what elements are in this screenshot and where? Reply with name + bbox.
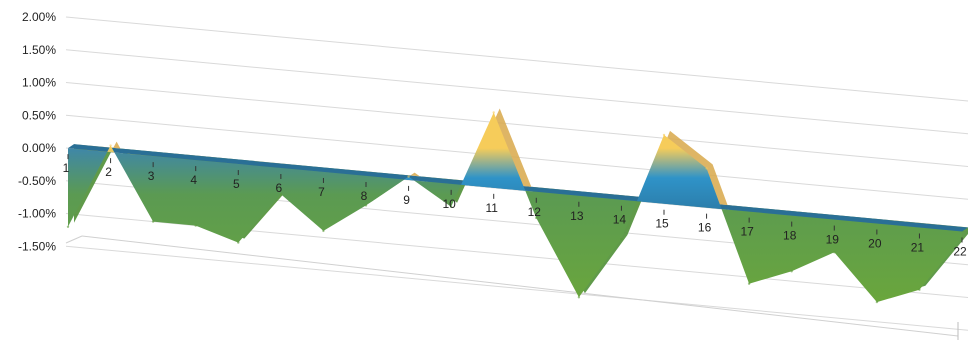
x-tick-label: 8 xyxy=(361,189,368,203)
data-point xyxy=(109,144,112,147)
x-tick-label: 14 xyxy=(613,213,627,227)
y-tick-label: 0.00% xyxy=(22,141,56,155)
data-point xyxy=(833,251,836,254)
data-point xyxy=(705,167,708,170)
y-tick-label: 2.00% xyxy=(22,10,56,24)
data-point xyxy=(662,133,666,137)
data-point xyxy=(407,175,410,178)
x-tick-label: 21 xyxy=(911,240,925,254)
y-tick-label: -1.50% xyxy=(18,239,56,253)
x-tick-label: 20 xyxy=(868,237,882,251)
x-tick-label: 5 xyxy=(233,177,240,191)
gridline xyxy=(65,49,968,135)
positive-area-depth xyxy=(74,108,968,228)
floor-left-edge xyxy=(65,235,83,244)
data-point xyxy=(535,216,538,220)
data-point xyxy=(449,205,453,208)
y-tick-label: 1.50% xyxy=(22,43,56,57)
x-tick-label: 7 xyxy=(318,185,325,199)
x-tick-label: 19 xyxy=(826,233,840,247)
x-tick-label: 17 xyxy=(740,225,754,239)
data-point xyxy=(194,224,197,227)
negative-area xyxy=(68,148,962,303)
x-tick-label: 9 xyxy=(403,193,410,207)
x-tick-label: 6 xyxy=(276,181,283,195)
data-point xyxy=(875,300,879,304)
data-point xyxy=(918,288,921,291)
x-tick-label: 18 xyxy=(783,229,797,243)
data-point xyxy=(747,282,751,285)
y-tick-label: -0.50% xyxy=(18,174,56,188)
gridline xyxy=(65,16,968,102)
y-tick-label: 0.50% xyxy=(22,108,56,122)
x-tick-label: 11 xyxy=(485,201,498,215)
floor-front-edge xyxy=(81,235,959,337)
x-tick-label: 2 xyxy=(105,165,112,179)
data-point xyxy=(492,111,495,114)
y-axis-tick-labels: 2.00% 1.50% 1.00% 0.50% 0.00% -0.50% -1.00% -1.… xyxy=(18,10,56,253)
series-area xyxy=(66,108,968,304)
y-tick-label: -1.00% xyxy=(18,207,56,221)
data-point xyxy=(322,229,325,233)
x-tick-label: 15 xyxy=(655,217,669,231)
x-tick-label: 4 xyxy=(190,173,197,187)
chart-floor xyxy=(65,235,959,340)
x-tick-label: 16 xyxy=(698,221,712,235)
x-tick-label: 1 xyxy=(63,161,70,175)
data-point xyxy=(151,220,155,223)
x-tick-label: 13 xyxy=(570,209,584,223)
positive-area xyxy=(68,112,962,232)
data-point xyxy=(364,204,368,207)
x-tick-label: 12 xyxy=(528,205,542,219)
data-point xyxy=(577,296,581,299)
data-point xyxy=(66,225,70,228)
y-tick-label: 1.00% xyxy=(22,76,56,90)
x-axis-tick-labels: 1 2 3 4 5 6 7 8 9 10 11 12 13 14 15 16 17 18 19 20 21 22 xyxy=(63,154,967,258)
data-point xyxy=(790,270,793,273)
gridline xyxy=(65,245,968,331)
data-point xyxy=(237,241,240,244)
gridline xyxy=(65,82,968,167)
data-point xyxy=(279,193,283,196)
x-tick-label: 3 xyxy=(148,169,155,183)
x-tick-label: 22 xyxy=(953,244,967,258)
x-tick-label: 10 xyxy=(442,197,456,211)
data-point xyxy=(620,237,623,241)
